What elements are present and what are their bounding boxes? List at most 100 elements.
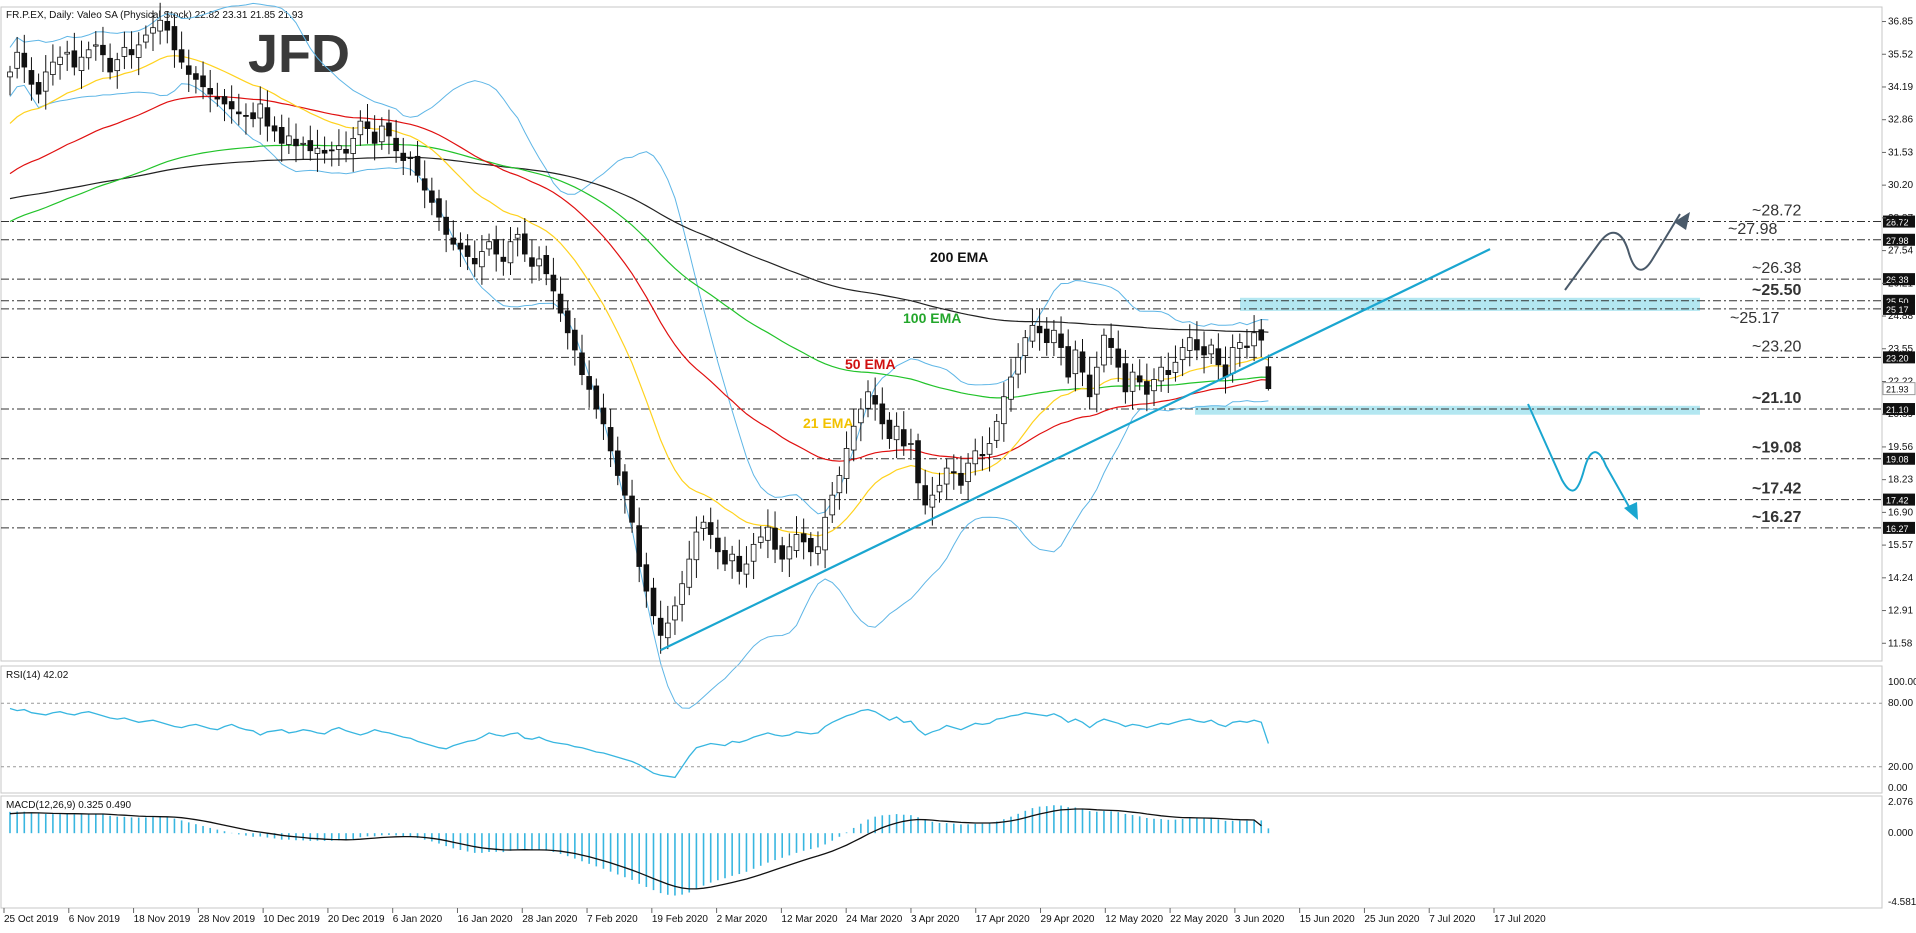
candle-body [629, 495, 635, 523]
candle-body [50, 61, 56, 75]
candle-body [858, 408, 864, 424]
candle-body [264, 107, 271, 127]
macd-panel-frame [0, 795, 1883, 909]
candle-body [7, 71, 13, 78]
level-tag-5 [1883, 351, 1915, 364]
date-tick-16: 29 Apr 2020 [1041, 914, 1095, 925]
level-tag-9 [1883, 521, 1915, 534]
date-tick-18: 22 May 2020 [1170, 914, 1228, 925]
macd-layer: 2.076 0.000 -4.581 [9, 797, 1916, 908]
bollinger-upper [9, 2, 1269, 515]
candle-body [829, 494, 836, 516]
candle-body [1208, 344, 1215, 355]
date-tick-12: 12 Mar 2020 [781, 914, 838, 925]
candle-body [429, 190, 435, 203]
candle-body [57, 56, 63, 65]
level-tag-text-7: 19.08 [1886, 455, 1909, 465]
candle-body [286, 135, 292, 145]
level-label-9: ~16.27 [1752, 509, 1801, 526]
candles-layer [7, 2, 1272, 654]
candle-body [28, 70, 35, 85]
symbol-header: FR.P.EX, Daily: Valeo SA (Physical Stock… [6, 10, 303, 21]
candle-body [221, 96, 228, 105]
candle-body [1001, 396, 1007, 425]
candle-body [400, 152, 407, 161]
candle-body [1144, 381, 1150, 395]
date-axis: 25 Oct 2019 6 Nov 2019 18 Nov 2019 28 Nov 2… [3, 908, 1546, 925]
candle-body [71, 50, 78, 68]
candle-body [278, 126, 285, 144]
candle-body [128, 49, 135, 56]
candle-body [64, 51, 71, 55]
candle-body [78, 56, 85, 71]
price-tick-12: 20.89 [1888, 409, 1913, 420]
main-panel-frame [0, 6, 1883, 662]
candle-body [722, 550, 728, 565]
candle-body [307, 140, 314, 152]
date-tick-10: 19 Feb 2020 [652, 914, 709, 925]
candle-body [171, 26, 178, 51]
candle-body [872, 395, 878, 405]
candle-body [943, 467, 950, 485]
candle-body [35, 82, 42, 95]
level-label-1: ~27.98 [1728, 221, 1777, 238]
candle-body [693, 531, 700, 561]
candle-body [1036, 325, 1043, 334]
ema21-line [9, 55, 1269, 537]
candle-body [386, 122, 392, 137]
date-tick-7: 16 Jan 2020 [457, 914, 512, 925]
candle-body [328, 149, 335, 152]
candle-body [808, 538, 814, 553]
price-tick-1: 35.52 [1888, 49, 1913, 60]
candle-body [250, 112, 256, 120]
price-tick-17: 14.24 [1888, 573, 1913, 584]
candle-body [614, 450, 621, 476]
candle-body [557, 293, 564, 314]
candle-body [1108, 338, 1114, 348]
level-labels: ~28.72~27.98 ~26.38 ~25.50 ~25.17 ~23.20 ~21.… [1728, 203, 1801, 526]
candle-body [543, 254, 550, 275]
candle-body [908, 443, 914, 445]
candle-body [364, 121, 371, 129]
price-tick-5: 30.20 [1888, 180, 1913, 191]
date-tick-3: 28 Nov 2019 [198, 914, 255, 925]
level-label-4: ~25.17 [1730, 310, 1779, 327]
ema200-label: 200 EMA [930, 249, 988, 265]
candle-body [135, 44, 142, 58]
candle-body [1136, 375, 1143, 383]
candle-body [607, 427, 614, 452]
candle-body [886, 419, 893, 439]
date-tick-5: 20 Dec 2019 [328, 914, 385, 925]
candle-body [593, 385, 600, 410]
candle-body [1215, 348, 1222, 366]
candle-body [1072, 349, 1079, 375]
date-tick-23: 17 Jul 2020 [1494, 914, 1546, 925]
rsi-tick-3: 0.00 [1888, 783, 1908, 794]
candle-body [951, 471, 957, 474]
candle-body [150, 27, 156, 34]
level-tag-text-6: 21.10 [1886, 405, 1909, 415]
candle-body [1151, 379, 1157, 392]
candle-body [100, 44, 106, 56]
level-tag-4 [1883, 302, 1915, 315]
date-tick-9: 7 Feb 2020 [587, 914, 638, 925]
bullish-projection-arrow [1564, 213, 1681, 291]
candle-body [572, 329, 578, 351]
candle-body [1186, 337, 1193, 351]
candle-body [1008, 376, 1014, 400]
candle-body [586, 376, 592, 390]
candle-body [164, 20, 171, 31]
candle-body [336, 145, 342, 150]
candle-body [121, 46, 128, 57]
candle-body [1158, 366, 1164, 382]
candle-body [893, 425, 900, 441]
level-tag-6 [1883, 403, 1915, 416]
candle-body [1265, 366, 1272, 390]
candle-body [207, 88, 214, 95]
ema100-label: 100 EMA [903, 310, 961, 326]
candle-body [679, 583, 685, 605]
